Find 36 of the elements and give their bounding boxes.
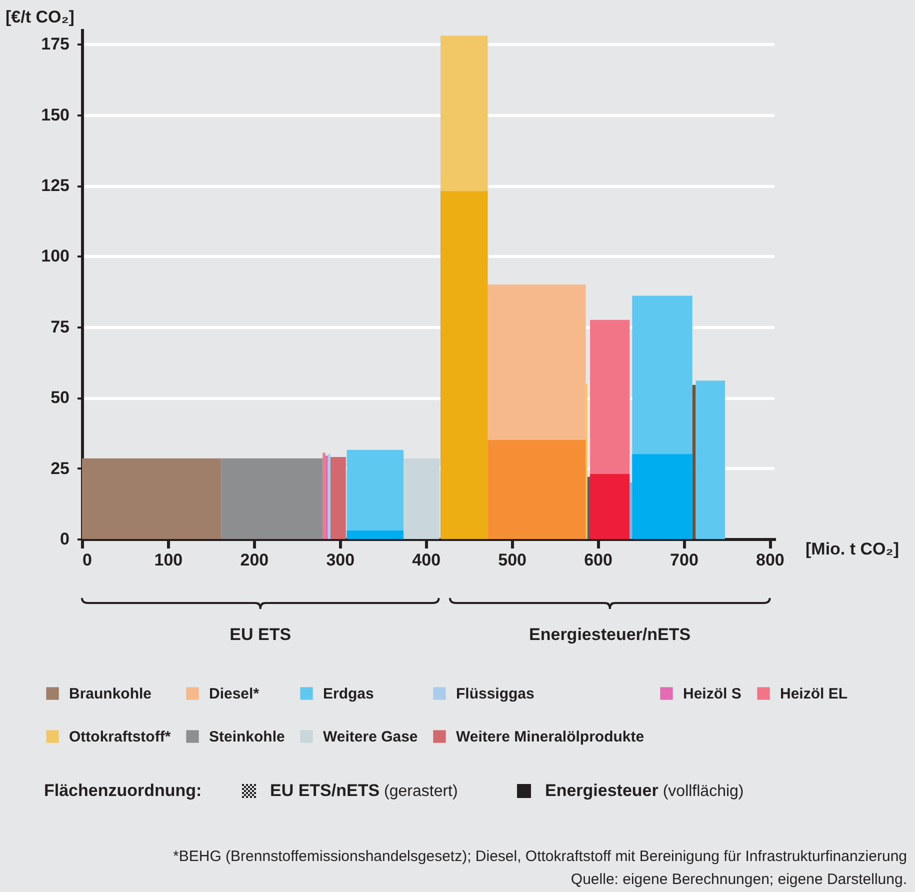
y-tick-label: 125 (41, 176, 70, 196)
legend-label: Steinkohle (209, 728, 285, 746)
x-tick-label: 300 (326, 550, 355, 570)
y-tick-label: 100 (41, 246, 70, 266)
x-tick-label: 0 (82, 550, 92, 570)
text: Energiesteuer/nETS (529, 625, 691, 645)
y-axis-title: [€/t CO₂] (6, 8, 74, 26)
legend-label: Heizöl S (683, 686, 742, 702)
legend-label: Flüssiggas (456, 686, 534, 702)
legend-label: Weitere Gase (323, 728, 418, 746)
x-tick-label: 100 (154, 550, 183, 570)
x-tick-label: 600 (584, 550, 612, 570)
text: Energiesteuer (vollflächig) (545, 781, 744, 800)
x-tick-label: 500 (498, 550, 526, 570)
y-tick-label: 175 (41, 34, 70, 54)
text: EU ETS (230, 625, 292, 645)
text: *BEHG (Brennstoffemissionshandelsgesetz); Diesel, Ottokraftstoff mit Bereinigung für Infrastrukturfinanzierung (173, 848, 907, 865)
x-tick-label: 400 (412, 550, 441, 570)
x-tick-label: 700 (670, 550, 698, 570)
text: Flächenzuordnung: (44, 781, 202, 801)
legend-label: Braunkohle (69, 686, 152, 702)
x-tick-label: 200 (240, 550, 269, 570)
text: EU ETS/nETS (gerastert) (270, 781, 458, 800)
legend-label: Ottokraftstoff* (69, 728, 171, 746)
x-axis-title: [Mio. t CO₂] (806, 540, 899, 558)
y-tick-label: 75 (50, 317, 70, 336)
y-tick-label: 0 (60, 530, 70, 548)
legend-label: Erdgas (323, 686, 374, 702)
y-tick-label: 150 (41, 105, 70, 124)
source-note: Quelle: eigene Berechnungen; eigene Darstellung. (570, 871, 907, 888)
y-tick-label: 50 (50, 388, 70, 408)
legend-label: Weitere Mineralölprodukte (456, 728, 644, 746)
x-tick-label: 800 (756, 550, 784, 570)
legend-label: Heizöl EL (780, 686, 848, 702)
y-tick-label: 25 (50, 458, 70, 478)
legend-label: Diesel* (209, 686, 260, 702)
